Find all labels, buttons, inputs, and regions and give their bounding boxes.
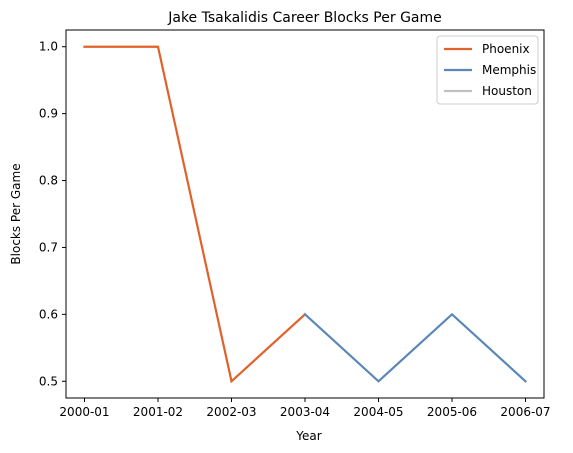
y-axis: 0.5 0.6 0.7 0.8 0.9 1.0 [39, 40, 66, 388]
y-tick-label: 0.9 [39, 107, 58, 121]
x-tick-label: 2001-02 [133, 405, 183, 419]
x-tick-label: 2003-04 [280, 405, 330, 419]
legend-label-houston: Houston [482, 84, 532, 98]
y-tick-label: 0.8 [39, 174, 58, 188]
legend-box [436, 35, 539, 105]
legend-label-phoenix: Phoenix [482, 42, 530, 56]
x-tick-label: 2005-06 [427, 405, 477, 419]
x-tick-label: 2002-03 [206, 405, 256, 419]
y-tick-label: 0.6 [39, 307, 58, 321]
x-axis: 2000-01 2001-02 2002-03 2003-04 2004-05 2005-… [59, 398, 551, 419]
y-tick-label: 1.0 [39, 40, 58, 54]
legend-label-memphis: Memphis [482, 63, 536, 77]
y-tick-label: 0.7 [39, 240, 58, 254]
legend: Phoenix Memphis Houston [436, 35, 539, 105]
x-axis-label: Year [295, 429, 321, 443]
x-tick-label: 2006-07 [500, 405, 550, 419]
x-tick-label: 2000-01 [59, 405, 109, 419]
series-line-memphis [303, 312, 528, 383]
y-tick-label: 0.5 [39, 374, 58, 388]
series-line-phoenix [83, 45, 307, 384]
y-axis-label: Blocks Per Game [9, 163, 23, 264]
x-tick-label: 2004-05 [353, 405, 403, 419]
series-group [83, 45, 528, 384]
chart-title: Jake Tsakalidis Career Blocks Per Game [167, 10, 442, 26]
